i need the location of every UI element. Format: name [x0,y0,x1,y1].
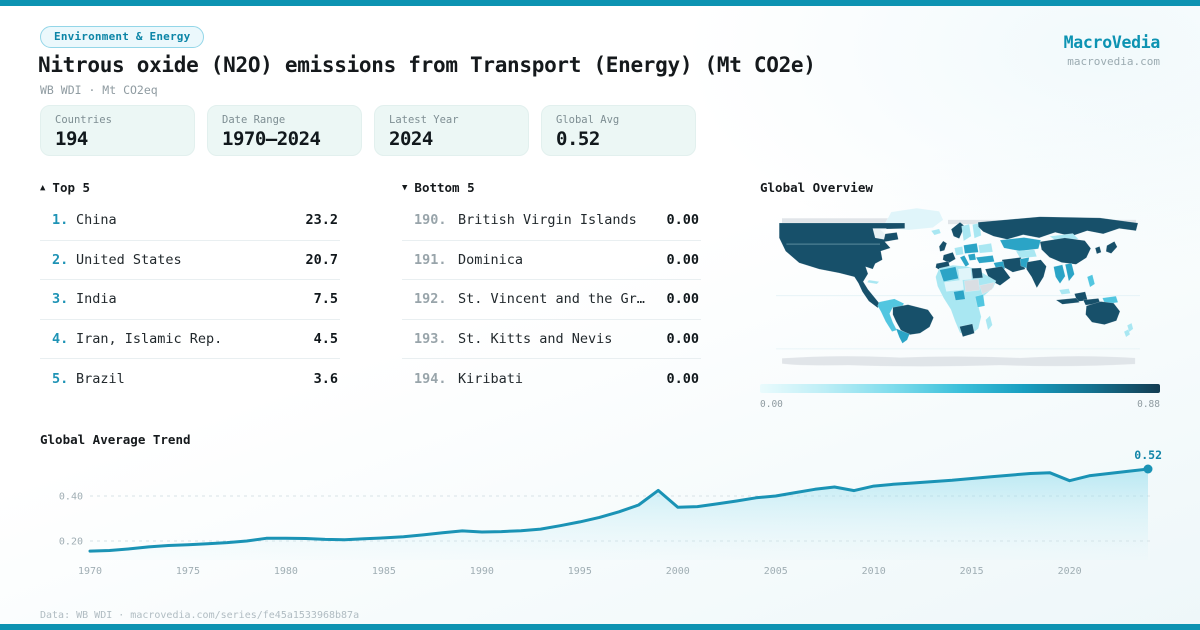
svg-text:2000: 2000 [666,566,690,577]
country-name: Kiribati [458,370,524,387]
svg-text:0.20: 0.20 [59,537,83,548]
choropleth-color-scale [760,384,1160,393]
svg-text:0.40: 0.40 [59,492,83,503]
table-row: 3. India 7.5 [40,280,340,320]
svg-text:2010: 2010 [862,566,886,577]
triangle-up-icon: ▲ [40,182,46,193]
rank-number: 5. [52,370,69,387]
table-row: 4. Iran, Islamic Rep. 4.5 [40,320,340,359]
table-row: 193. St. Kitts and Nevis 0.00 [402,320,701,359]
country-name: St. Vincent and the Gr… [458,291,645,308]
rank-number: 192. [414,291,447,308]
rank-number: 191. [414,251,447,268]
bottom-accent-bar [0,624,1200,630]
table-row: 2. United States 20.7 [40,241,340,280]
rank-number: 190. [414,212,447,229]
brand-block: MacroVedia macrovedia.com [1063,33,1161,68]
country-value: 0.00 [666,212,699,229]
stat-card: Latest Year 2024 [374,105,529,156]
category-badge[interactable]: Environment & Energy [40,26,205,48]
stat-label: Date Range [222,114,286,126]
svg-text:1970: 1970 [78,566,102,577]
top5-list: ▲ Top 5 1. China 23.2 2. United States 2… [40,180,340,399]
page-title: Nitrous oxide (N2O) emissions from Trans… [38,53,816,77]
rank-number: 1. [52,212,69,229]
trend-title: Global Average Trend [40,432,191,447]
map-section: Global Overview [760,180,1160,410]
country-value: 0.00 [666,330,699,347]
country-name: Brazil [76,370,125,387]
table-row: 192. St. Vincent and the Gr… 0.00 [402,280,701,320]
country-value: 0.00 [666,251,699,268]
stat-label: Countries [55,114,112,126]
world-choropleth-map [776,207,1140,367]
stats-row: Countries 194 Date Range 1970–2024 Lates… [40,105,696,156]
brand-domain: macrovedia.com [1067,55,1160,68]
bottom5-list: ▼ Bottom 5 190. British Virgin Islands 0… [402,180,701,399]
rank-number: 2. [52,251,69,268]
stat-value: 194 [55,128,88,150]
country-name: St. Kitts and Nevis [458,330,613,347]
country-name: United States [76,251,182,268]
trend-area-chart: 0.20 0.40 1970 1975 1980 1985 1990 1995 2000 2005… [59,448,1162,577]
table-row: 191. Dominica 0.00 [402,241,701,280]
table-row: 5. Brazil 3.6 [40,359,340,399]
svg-text:2020: 2020 [1058,566,1082,577]
source-subtitle: WB WDI · Mt CO2eq [40,83,158,97]
country-value: 20.7 [305,251,338,268]
triangle-down-icon: ▼ [402,182,408,193]
svg-text:2015: 2015 [960,566,984,577]
top5-title: Top 5 [52,180,91,195]
svg-text:1975: 1975 [176,566,200,577]
footer-attribution: Data: WB WDI · macrovedia.com/series/fe4… [40,610,360,621]
country-value: 0.00 [666,291,699,308]
brand-logo[interactable]: MacroVedia [1063,33,1161,52]
rank-number: 194. [414,370,447,387]
svg-text:1990: 1990 [470,566,494,577]
country-value: 23.2 [305,212,338,229]
rank-number: 193. [414,330,447,347]
table-row: 194. Kiribati 0.00 [402,359,701,399]
svg-text:1980: 1980 [274,566,298,577]
svg-text:2005: 2005 [764,566,788,577]
map-title: Global Overview [760,180,873,195]
top5-rows: 1. China 23.2 2. United States 20.7 3. I… [40,201,340,399]
svg-text:0.52: 0.52 [1134,448,1162,462]
scale-min-label: 0.00 [760,399,783,410]
svg-text:1985: 1985 [372,566,396,577]
stat-label: Latest Year [389,114,459,126]
svg-text:1995: 1995 [568,566,592,577]
choropleth-scale-labels: 0.00 0.88 [760,399,1160,410]
country-name: India [76,291,117,308]
top-accent-bar [0,0,1200,6]
country-value: 7.5 [313,291,338,308]
bottom5-title: Bottom 5 [414,180,475,195]
country-name: Iran, Islamic Rep. [76,330,223,347]
country-name: Dominica [458,251,524,268]
scale-max-label: 0.88 [1137,399,1160,410]
country-name: China [76,212,117,229]
stat-card: Global Avg 0.52 [541,105,696,156]
stat-value: 0.52 [556,128,600,150]
country-value: 3.6 [313,370,338,387]
bottom5-rows: 190. British Virgin Islands 0.00 191. Do… [402,201,701,399]
stat-card: Date Range 1970–2024 [207,105,362,156]
country-value: 4.5 [313,330,338,347]
rank-number: 3. [52,291,69,308]
bottom5-header: ▼ Bottom 5 [402,180,701,195]
table-row: 190. British Virgin Islands 0.00 [402,201,701,241]
country-value: 0.00 [666,370,699,387]
stat-value: 1970–2024 [222,128,321,150]
stat-label: Global Avg [556,114,620,126]
stat-value: 2024 [389,128,433,150]
rank-number: 4. [52,330,69,347]
stat-card: Countries 194 [40,105,195,156]
top5-header: ▲ Top 5 [40,180,340,195]
table-row: 1. China 23.2 [40,201,340,241]
country-name: British Virgin Islands [458,212,637,229]
